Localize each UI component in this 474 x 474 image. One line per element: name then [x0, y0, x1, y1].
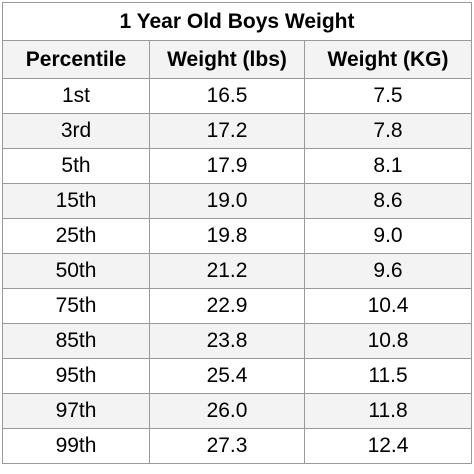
header-row: Percentile Weight (lbs) Weight (KG) — [2, 40, 472, 79]
weight-kg-cell: 9.0 — [304, 218, 472, 254]
header-weight-lbs: Weight (lbs) — [149, 40, 305, 79]
weight-lbs-cell: 16.5 — [149, 78, 305, 114]
weight-kg-cell: 7.5 — [304, 78, 472, 114]
table-row: 99th 27.3 12.4 — [2, 428, 472, 464]
weight-kg-cell: 7.8 — [304, 113, 472, 149]
weight-kg-cell: 10.8 — [304, 323, 472, 359]
percentile-cell: 25th — [2, 218, 150, 254]
table-row: 75th 22.9 10.4 — [2, 288, 472, 324]
table-row: 3rd 17.2 7.8 — [2, 113, 472, 149]
weight-kg-cell: 8.1 — [304, 148, 472, 184]
title-row: 1 Year Old Boys Weight — [2, 2, 472, 41]
table-row: 85th 23.8 10.8 — [2, 323, 472, 359]
weight-lbs-cell: 19.0 — [149, 183, 305, 219]
weight-kg-cell: 10.4 — [304, 288, 472, 324]
percentile-cell: 50th — [2, 253, 150, 289]
weight-lbs-cell: 21.2 — [149, 253, 305, 289]
percentile-cell: 75th — [2, 288, 150, 324]
weight-kg-cell: 12.4 — [304, 428, 472, 464]
percentile-cell: 99th — [2, 428, 150, 464]
weight-lbs-cell: 27.3 — [149, 428, 305, 464]
table-row: 50th 21.2 9.6 — [2, 253, 472, 289]
percentile-cell: 85th — [2, 323, 150, 359]
weight-percentile-table: 1 Year Old Boys Weight Percentile Weight… — [2, 2, 472, 464]
weight-kg-cell: 8.6 — [304, 183, 472, 219]
weight-lbs-cell: 19.8 — [149, 218, 305, 254]
weight-lbs-cell: 25.4 — [149, 358, 305, 394]
weight-kg-cell: 11.5 — [304, 358, 472, 394]
table-row: 25th 19.8 9.0 — [2, 218, 472, 254]
table-row: 5th 17.9 8.1 — [2, 148, 472, 184]
percentile-cell: 5th — [2, 148, 150, 184]
table-row: 97th 26.0 11.8 — [2, 393, 472, 429]
weight-lbs-cell: 17.2 — [149, 113, 305, 149]
weight-lbs-cell: 22.9 — [149, 288, 305, 324]
weight-lbs-cell: 23.8 — [149, 323, 305, 359]
percentile-cell: 95th — [2, 358, 150, 394]
weight-kg-cell: 11.8 — [304, 393, 472, 429]
table-row: 1st 16.5 7.5 — [2, 78, 472, 114]
header-weight-kg: Weight (KG) — [304, 40, 472, 79]
weight-lbs-cell: 26.0 — [149, 393, 305, 429]
table-row: 95th 25.4 11.5 — [2, 358, 472, 394]
percentile-cell: 15th — [2, 183, 150, 219]
percentile-cell: 97th — [2, 393, 150, 429]
weight-kg-cell: 9.6 — [304, 253, 472, 289]
table-row: 15th 19.0 8.6 — [2, 183, 472, 219]
header-percentile: Percentile — [2, 40, 150, 79]
percentile-cell: 3rd — [2, 113, 150, 149]
table-title: 1 Year Old Boys Weight — [2, 2, 472, 41]
weight-lbs-cell: 17.9 — [149, 148, 305, 184]
percentile-cell: 1st — [2, 78, 150, 114]
